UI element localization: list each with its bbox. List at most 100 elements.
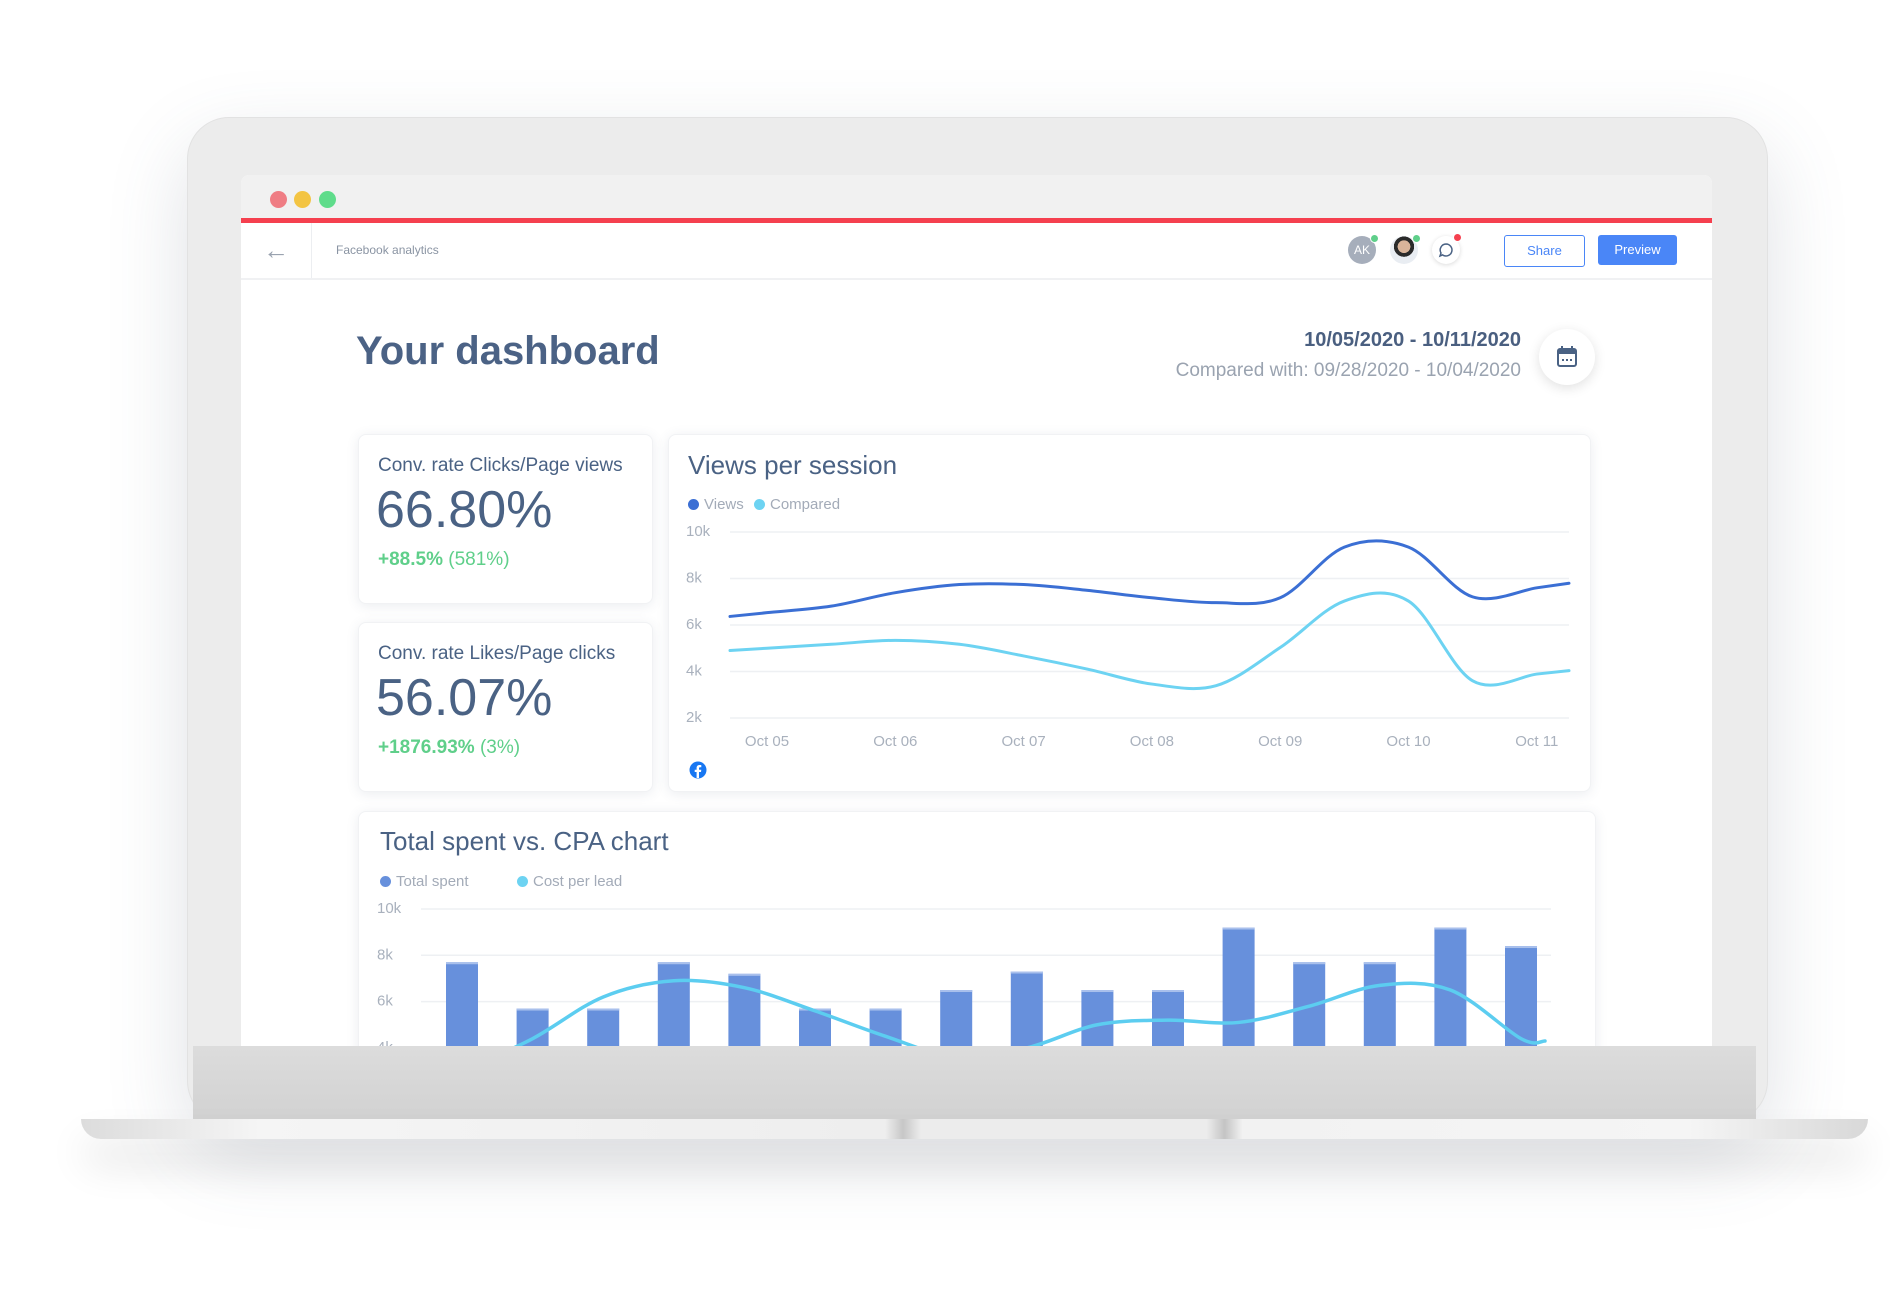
bar-cap <box>1081 990 1114 993</box>
laptop-base-lip <box>81 1119 1868 1139</box>
arrow-left-icon[interactable]: ← <box>263 235 289 265</box>
calendar-icon <box>1557 346 1577 367</box>
bar-cap <box>869 1008 902 1011</box>
bar-total-spent <box>1081 990 1114 1046</box>
x-tick-label: Oct 08 <box>1130 733 1174 750</box>
avatar-initials: AK <box>1353 243 1370 257</box>
minimize-window-button[interactable] <box>294 191 311 208</box>
online-status-dot <box>1370 234 1379 243</box>
bar-cap <box>516 1008 549 1011</box>
preview-button[interactable]: Preview <box>1598 235 1677 265</box>
views-line-chart: 10k 8k 6k 4k 2k Oct 05 Oct 06 Oct 07 Oct 08 Oct 0… <box>686 523 1571 750</box>
chat-bubble-icon <box>1438 243 1453 258</box>
views-per-session-card: Views per session Views Compared 10k 8k 6k… <box>668 434 1591 792</box>
legend-item-cost-per-lead[interactable]: Cost per lead <box>517 873 622 890</box>
compared-range: Compared with: 09/28/2020 - 10/04/2020 <box>1175 360 1521 381</box>
bar-total-spent <box>657 962 690 1046</box>
kpi-value: 56.07% <box>376 669 553 727</box>
legend-dot <box>688 499 699 510</box>
bar-cap <box>446 962 478 965</box>
legend-label: Total spent <box>396 873 469 890</box>
accent-bar <box>241 218 1712 223</box>
bar-cap <box>728 973 761 976</box>
legend-item-compared[interactable]: Compared <box>754 496 840 513</box>
y-tick-label: 8k <box>377 946 393 963</box>
kpi-delta-percent: (3%) <box>479 737 521 758</box>
y-tick-label: 4k <box>377 1039 393 1046</box>
legend-item-total-spent[interactable]: Total spent <box>380 873 469 890</box>
x-tick-label: Oct 05 <box>745 733 789 750</box>
y-tick-label: 10k <box>686 523 711 540</box>
breadcrumb: Facebook analytics <box>336 243 439 257</box>
kpi-card-clicks: Conv. rate Clicks/Page views 66.80% +88.… <box>358 434 653 604</box>
kpi-delta: +88.5% (581%) <box>378 549 510 571</box>
x-tick-label: Oct 07 <box>1002 733 1046 750</box>
kpi-delta-value: +88.5% <box>378 549 443 570</box>
bar-cap <box>1222 927 1255 930</box>
kpi-value: 66.80% <box>376 481 553 539</box>
x-tick-label: Oct 11 <box>1515 733 1558 750</box>
y-tick-label: 4k <box>686 663 702 680</box>
facebook-icon <box>689 761 707 779</box>
y-tick-label: 8k <box>686 570 702 587</box>
kpi-delta-value: +1876.93% <box>378 737 475 758</box>
online-status-dot <box>1412 234 1421 243</box>
kpi-delta: +1876.93% (3%) <box>378 737 520 759</box>
bar-cap <box>1505 946 1537 949</box>
x-tick-label: Oct 09 <box>1258 733 1302 750</box>
legend-label: Views <box>704 496 744 513</box>
bar-cap <box>1152 990 1184 993</box>
bar-cap <box>1363 962 1396 965</box>
series-line-views <box>728 539 1571 618</box>
bar-cap <box>657 962 690 965</box>
bar-cap <box>1434 927 1467 930</box>
bar-cap <box>940 990 973 993</box>
legend-dot <box>380 876 391 887</box>
bar-total-spent <box>446 962 478 1046</box>
avatar-photo[interactable] <box>1390 234 1421 264</box>
x-tick-label: Oct 10 <box>1386 733 1430 750</box>
legend-label: Compared <box>770 496 841 513</box>
date-range: 10/05/2020 - 10/11/2020 <box>1304 329 1521 351</box>
bar-total-spent <box>1152 990 1184 1046</box>
bar-cap <box>1293 962 1326 965</box>
header-divider <box>311 223 312 278</box>
date-picker-button[interactable] <box>1539 329 1595 385</box>
y-tick-label: 2k <box>686 709 702 726</box>
series-line-compared <box>728 591 1571 691</box>
bar-cap <box>587 1008 620 1011</box>
chart-title: Total spent vs. CPA chart <box>380 826 669 856</box>
legend-item-views[interactable]: Views <box>688 496 744 513</box>
legend-dot <box>754 499 765 510</box>
y-tick-label: 10k <box>377 900 402 917</box>
bar-cap <box>1010 971 1043 974</box>
app-window: ← Facebook analytics AK Share Preview Yo… <box>241 175 1712 1046</box>
bar-total-spent <box>940 990 973 1046</box>
page-title: Your dashboard <box>356 329 660 373</box>
chart-title: Views per session <box>688 450 898 480</box>
bar-total-spent <box>1010 971 1043 1046</box>
laptop-base <box>193 1046 1756 1119</box>
chat-button[interactable] <box>1432 233 1462 264</box>
share-button[interactable]: Share <box>1504 235 1585 267</box>
x-tick-label: Oct 06 <box>873 733 917 750</box>
window-titlebar <box>241 175 1712 218</box>
bar-total-spent <box>1222 927 1255 1046</box>
spent-bar-chart: 10k 8k 6k 4k <box>377 900 1551 1046</box>
kpi-title: Conv. rate Clicks/Page views <box>378 455 623 476</box>
app-header: ← Facebook analytics AK Share Preview <box>241 223 1712 280</box>
kpi-delta-percent: (581%) <box>448 549 510 570</box>
legend-dot <box>517 876 528 887</box>
notification-dot <box>1453 233 1462 242</box>
avatar-ak[interactable]: AK <box>1348 234 1379 264</box>
y-tick-label: 6k <box>686 616 702 633</box>
bar-total-spent <box>587 1008 620 1046</box>
y-tick-label: 6k <box>377 993 393 1010</box>
maximize-window-button[interactable] <box>319 191 336 208</box>
series-line-cost-per-lead <box>513 978 1547 1046</box>
close-window-button[interactable] <box>270 191 287 208</box>
kpi-card-likes: Conv. rate Likes/Page clicks 56.07% +187… <box>358 622 653 792</box>
bar-total-spent <box>1363 962 1396 1046</box>
kpi-title: Conv. rate Likes/Page clicks <box>378 643 616 664</box>
legend-label: Cost per lead <box>533 873 623 890</box>
